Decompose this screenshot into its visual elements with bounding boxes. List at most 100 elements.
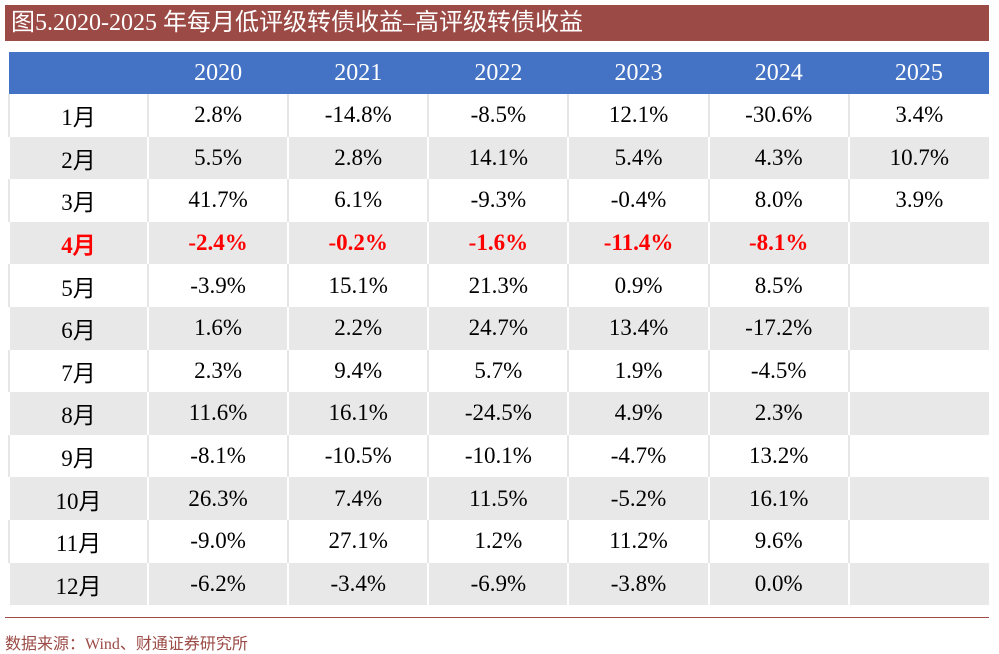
value-cell <box>847 434 989 478</box>
value-cell: -14.8% <box>287 94 429 137</box>
divider <box>5 617 989 618</box>
figure-title: 图5.2020-2025 年每月低评级转债收益–高评级转债收益 <box>5 5 989 41</box>
value-cell: -30.6% <box>707 94 849 137</box>
table-row: 6月 1.6% 2.2% 24.7% 13.4% -17.2% <box>8 306 989 350</box>
header-row: 2020 2021 2022 2023 2024 2025 <box>9 52 989 94</box>
value-cell: 13.2% <box>707 434 849 478</box>
value-cell: -3.4% <box>287 562 429 606</box>
value-cell: 7.4% <box>287 477 429 520</box>
column-header: 2022 <box>428 52 569 94</box>
column-header: 2024 <box>708 52 849 94</box>
value-cell: -9.0% <box>146 519 289 563</box>
value-cell: 6.1% <box>287 179 429 222</box>
value-cell <box>847 562 989 606</box>
value-cell: 11.2% <box>567 519 709 563</box>
value-cell: 2.2% <box>287 306 429 350</box>
value-cell: -11.4% <box>567 221 709 265</box>
column-header: 2021 <box>288 52 429 94</box>
value-cell: 21.3% <box>427 264 569 307</box>
table-row: 11月 -9.0% 27.1% 1.2% 11.2% 9.6% <box>8 519 989 563</box>
value-cell <box>847 306 989 350</box>
value-cell: -6.2% <box>146 562 289 606</box>
row-label: 1月 <box>8 94 148 137</box>
row-label: 4月 <box>8 221 148 265</box>
value-cell: 8.0% <box>707 179 849 222</box>
value-cell: 2.3% <box>146 349 289 393</box>
value-cell: 2.8% <box>287 136 429 180</box>
value-cell: -0.4% <box>567 179 709 222</box>
row-label: 2月 <box>8 136 148 180</box>
row-label: 8月 <box>8 392 148 435</box>
value-cell: -3.8% <box>567 562 709 606</box>
value-cell: 4.3% <box>707 136 849 180</box>
value-cell <box>847 519 989 563</box>
value-cell: 1.6% <box>146 306 289 350</box>
value-cell <box>847 392 989 435</box>
value-cell: 5.7% <box>427 349 569 393</box>
value-cell: 4.9% <box>567 392 709 435</box>
value-cell: -8.5% <box>427 94 569 137</box>
value-cell: 12.1% <box>567 94 709 137</box>
value-cell: -17.2% <box>707 306 849 350</box>
table-row: 5月 -3.9% 15.1% 21.3% 0.9% 8.5% <box>8 264 989 307</box>
value-cell: -4.5% <box>707 349 849 393</box>
value-cell: 15.1% <box>287 264 429 307</box>
value-cell: 11.6% <box>146 392 289 435</box>
value-cell: 26.3% <box>146 477 289 520</box>
value-cell: 3.9% <box>847 179 989 222</box>
value-cell <box>847 349 989 393</box>
row-label: 11月 <box>8 519 148 563</box>
source-note: 数据来源：Wind、财通证券研究所 <box>5 636 248 653</box>
value-cell: 2.8% <box>146 94 289 137</box>
row-label: 6月 <box>8 306 148 350</box>
table-row: 3月 41.7% 6.1% -9.3% -0.4% 8.0% 3.9% <box>8 179 989 222</box>
row-label: 9月 <box>8 434 148 478</box>
value-cell: -2.4% <box>146 221 289 265</box>
value-cell: -4.7% <box>567 434 709 478</box>
value-cell: 27.1% <box>287 519 429 563</box>
row-label: 3月 <box>8 179 148 222</box>
table-row: 1月 2.8% -14.8% -8.5% 12.1% -30.6% 3.4% <box>8 94 989 137</box>
value-cell: 0.9% <box>567 264 709 307</box>
value-cell <box>847 477 989 520</box>
value-cell <box>847 264 989 307</box>
value-cell: 5.4% <box>567 136 709 180</box>
value-cell: 11.5% <box>427 477 569 520</box>
value-cell: 5.5% <box>146 136 289 180</box>
value-cell: -8.1% <box>146 434 289 478</box>
value-cell: 10.7% <box>847 136 989 180</box>
column-header: 2023 <box>568 52 709 94</box>
row-label: 12月 <box>8 562 148 606</box>
value-cell: 9.4% <box>287 349 429 393</box>
value-cell: -24.5% <box>427 392 569 435</box>
column-header: 2025 <box>848 52 989 94</box>
table-row: 8月 11.6% 16.1% -24.5% 4.9% 2.3% <box>8 392 989 435</box>
value-cell: 41.7% <box>146 179 289 222</box>
value-cell: -1.6% <box>427 221 569 265</box>
value-cell: 13.4% <box>567 306 709 350</box>
value-cell: 14.1% <box>427 136 569 180</box>
data-table: 2020 2021 2022 2023 2024 2025 1月 2.8% -14.8% -8.… <box>8 52 989 606</box>
value-cell: -8.1% <box>707 221 849 265</box>
table-row: 10月 26.3% 7.4% 11.5% -5.2% 16.1% <box>8 477 989 520</box>
value-cell: 16.1% <box>287 392 429 435</box>
value-cell: 16.1% <box>707 477 849 520</box>
value-cell: 2.3% <box>707 392 849 435</box>
value-cell: -6.9% <box>427 562 569 606</box>
table-row: 7月 2.3% 9.4% 5.7% 1.9% -4.5% <box>8 349 989 393</box>
table-row: 12月 -6.2% -3.4% -6.9% -3.8% 0.0% <box>8 562 989 606</box>
row-label: 7月 <box>8 349 148 393</box>
value-cell: -10.1% <box>427 434 569 478</box>
table-row: 2月 5.5% 2.8% 14.1% 5.4% 4.3% 10.7% <box>8 136 989 180</box>
value-cell: 1.2% <box>427 519 569 563</box>
value-cell: 3.4% <box>847 94 989 137</box>
table-row: 4月 -2.4% -0.2% -1.6% -11.4% -8.1% <box>8 221 989 265</box>
column-header: 2020 <box>148 52 289 94</box>
value-cell <box>847 221 989 265</box>
value-cell: 9.6% <box>707 519 849 563</box>
header-corner <box>9 52 148 94</box>
row-label: 5月 <box>8 264 148 307</box>
value-cell: -9.3% <box>427 179 569 222</box>
value-cell: -5.2% <box>567 477 709 520</box>
table-row: 9月 -8.1% -10.5% -10.1% -4.7% 13.2% <box>8 434 989 478</box>
